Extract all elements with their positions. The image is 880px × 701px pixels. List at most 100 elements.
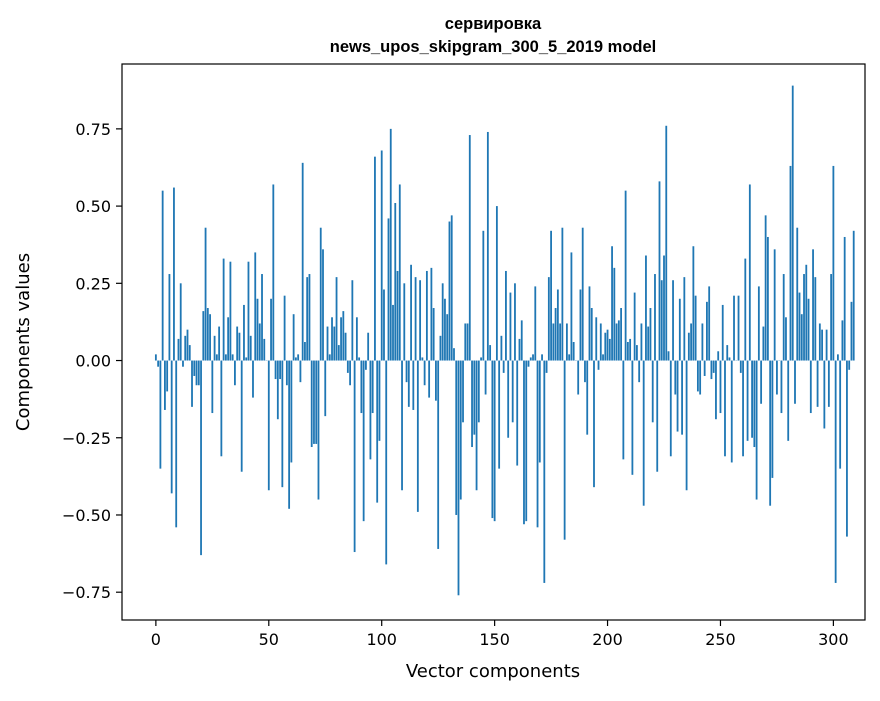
bar — [654, 274, 656, 360]
bar — [234, 361, 236, 386]
bar — [812, 249, 814, 360]
bar — [842, 320, 844, 360]
bar — [458, 361, 460, 596]
bar — [227, 317, 229, 360]
bar — [711, 361, 713, 380]
x-tick-label: 50 — [259, 630, 279, 649]
bar — [184, 336, 186, 361]
chart-title-line1: сервировка — [445, 15, 542, 33]
bar — [557, 289, 559, 360]
bar — [805, 265, 807, 361]
bar — [629, 339, 631, 361]
bar — [496, 206, 498, 360]
bar — [367, 333, 369, 361]
bar — [331, 317, 333, 360]
bar — [397, 271, 399, 361]
bar — [706, 302, 708, 361]
x-tick-label: 300 — [818, 630, 849, 649]
bar — [783, 274, 785, 360]
bar — [643, 361, 645, 506]
bar — [193, 361, 195, 376]
bar — [252, 361, 254, 398]
bar — [767, 237, 769, 361]
bar — [473, 361, 475, 435]
bar — [462, 361, 464, 423]
bar — [713, 361, 715, 373]
bar — [171, 361, 173, 494]
bar — [828, 361, 830, 407]
bar — [254, 252, 256, 360]
bar — [674, 361, 676, 395]
bar — [604, 333, 606, 361]
bar — [523, 361, 525, 525]
bar — [333, 327, 335, 361]
bar — [290, 361, 292, 463]
bar — [760, 361, 762, 404]
x-tick-label: 100 — [366, 630, 397, 649]
bar — [808, 299, 810, 361]
bar — [433, 308, 435, 361]
bar — [297, 354, 299, 360]
bar — [216, 354, 218, 360]
bar — [437, 361, 439, 549]
bar — [478, 361, 480, 423]
bar — [272, 184, 274, 360]
bar — [489, 345, 491, 360]
y-axis-ticks: −0.75−0.50−0.250.000.250.500.75 — [62, 120, 122, 602]
bar — [281, 361, 283, 488]
bar — [329, 354, 331, 360]
bar — [157, 361, 159, 367]
bar — [365, 361, 367, 370]
bar — [191, 361, 193, 407]
bar — [688, 333, 690, 361]
bar — [230, 262, 232, 361]
bar — [607, 330, 609, 361]
bar — [731, 361, 733, 463]
bar — [426, 271, 428, 361]
bar — [268, 361, 270, 491]
bar — [593, 361, 595, 488]
bar — [681, 361, 683, 435]
bar — [697, 361, 699, 392]
bar — [830, 274, 832, 360]
bar — [848, 361, 850, 370]
bar — [826, 330, 828, 361]
bar — [428, 361, 430, 398]
y-tick-label: 0.00 — [75, 352, 111, 371]
bar — [790, 166, 792, 361]
chart-title-line2: news_upos_skipgram_300_5_2019 model — [330, 38, 657, 56]
bar — [670, 361, 672, 457]
bar — [263, 339, 265, 361]
bar — [311, 361, 313, 447]
bar — [381, 150, 383, 360]
bar — [844, 237, 846, 361]
bar — [568, 354, 570, 360]
bar — [641, 323, 643, 360]
bar — [665, 126, 667, 361]
bar — [525, 361, 527, 522]
bar — [501, 336, 503, 361]
bar — [286, 361, 288, 386]
bar — [598, 361, 600, 370]
bar — [236, 327, 238, 361]
bar — [340, 317, 342, 360]
bar — [787, 361, 789, 441]
bar — [399, 184, 401, 360]
bar — [832, 166, 834, 361]
bar — [548, 277, 550, 360]
bar — [324, 361, 326, 417]
x-tick-label: 200 — [592, 630, 623, 649]
bar — [853, 231, 855, 361]
bar — [668, 351, 670, 360]
bar — [634, 293, 636, 361]
bar — [744, 259, 746, 361]
bar — [785, 317, 787, 360]
bar — [243, 305, 245, 361]
bar — [803, 274, 805, 360]
bar — [440, 336, 442, 361]
bar — [738, 296, 740, 361]
y-tick-label: −0.25 — [62, 429, 111, 448]
bar — [309, 274, 311, 360]
bar — [225, 354, 227, 360]
